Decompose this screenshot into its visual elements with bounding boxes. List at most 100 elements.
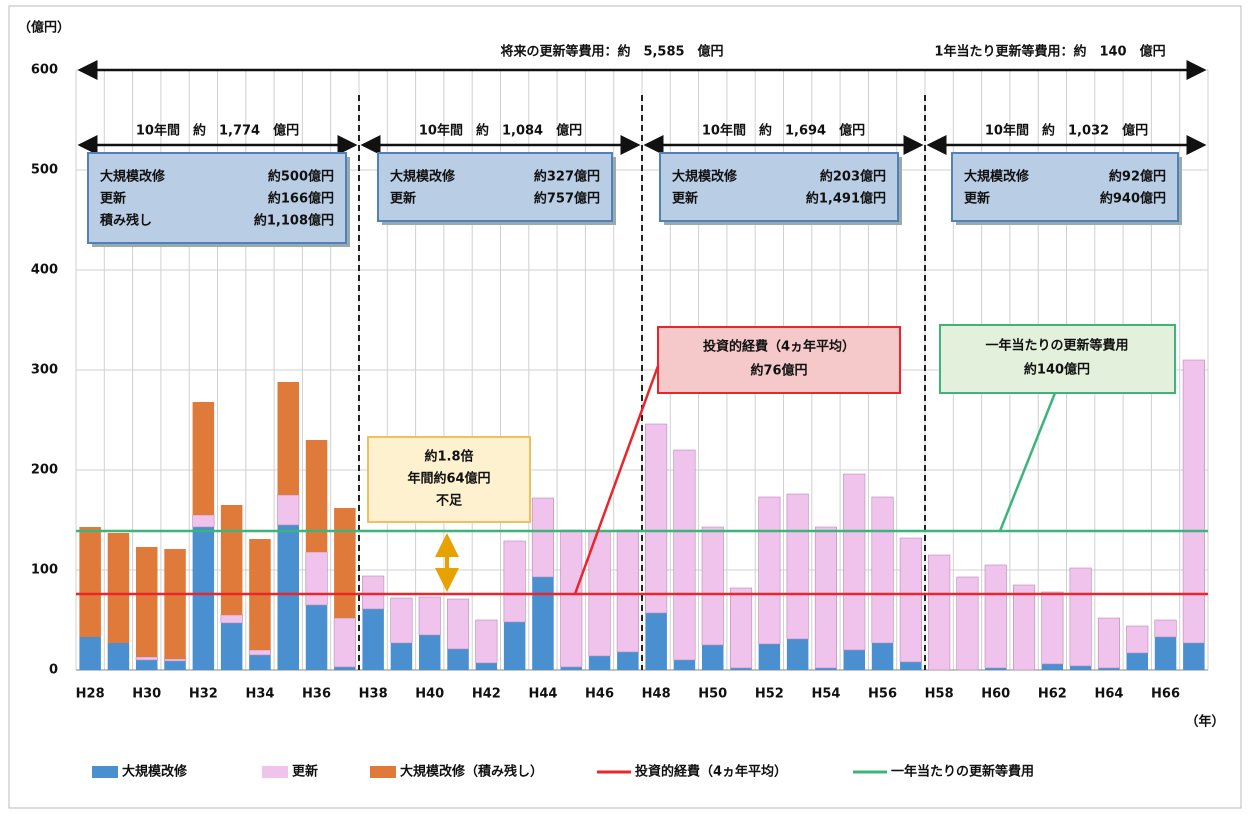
box-row-value: 約1,108億円 bbox=[254, 213, 334, 229]
decade-label: 10年間 約 1,032 億円 bbox=[985, 123, 1148, 139]
x-axis-label: （年） bbox=[1185, 714, 1224, 730]
gap-box bbox=[367, 436, 531, 523]
bar-segment bbox=[899, 537, 922, 663]
box-row-label: 大規模改修 bbox=[100, 169, 166, 185]
bar-segment bbox=[758, 496, 781, 645]
bar-segment bbox=[135, 660, 158, 670]
bar-segment bbox=[79, 637, 101, 670]
bar-segment bbox=[1097, 617, 1121, 669]
frame bbox=[8, 5, 1242, 809]
bar-segment bbox=[1126, 653, 1149, 670]
box-row-value: 約757億円 bbox=[534, 191, 600, 207]
invest-box bbox=[657, 326, 901, 394]
box-row-label: 積み残し bbox=[99, 213, 152, 229]
y-tick-label: 500 bbox=[31, 163, 58, 178]
x-tick-label: H50 bbox=[698, 687, 727, 702]
box-row-label: 更新 bbox=[672, 191, 698, 207]
decade-label: 10年間 約 1,694 億円 bbox=[702, 123, 865, 139]
bar-segment bbox=[418, 635, 441, 670]
bar-segment bbox=[1012, 584, 1036, 671]
bar-segment bbox=[1183, 643, 1205, 670]
annual-note: 約140億円 bbox=[1024, 362, 1090, 378]
bar-segment bbox=[447, 649, 469, 670]
bar-segment bbox=[871, 496, 894, 644]
x-tick-label: H44 bbox=[528, 687, 557, 702]
bar-segment bbox=[1154, 619, 1177, 638]
bar-segment bbox=[928, 554, 951, 671]
bar-segment bbox=[333, 617, 356, 668]
bar-segment bbox=[843, 473, 866, 651]
box-row-label: 更新 bbox=[964, 191, 990, 207]
decade-box bbox=[659, 152, 899, 222]
x-tick-label: H32 bbox=[189, 687, 218, 702]
x-tick-label: H40 bbox=[415, 687, 444, 702]
bar-segment bbox=[305, 440, 328, 552]
bar-segment bbox=[1126, 625, 1149, 654]
bar-segment bbox=[277, 494, 300, 526]
bar-segment bbox=[616, 529, 639, 653]
bar-segment bbox=[701, 645, 724, 670]
bar-segment bbox=[135, 547, 158, 657]
y-tick-label: 300 bbox=[31, 363, 58, 378]
x-tick-label: H66 bbox=[1151, 687, 1180, 702]
bar-segment bbox=[730, 668, 752, 670]
box-row-label: 大規模改修 bbox=[964, 169, 1030, 185]
bar-segment bbox=[814, 526, 838, 669]
bar-segment bbox=[956, 576, 979, 671]
bar-segment bbox=[503, 540, 526, 623]
bar-segment bbox=[503, 622, 526, 670]
annual-label: 1年当たり更新等費用：約 140 億円 bbox=[934, 44, 1165, 60]
bar-segment bbox=[475, 619, 498, 664]
gap-note: 約1.8倍 bbox=[424, 449, 473, 465]
decade-box bbox=[87, 152, 347, 244]
bar-segment bbox=[1154, 637, 1177, 670]
bar-segment bbox=[729, 587, 753, 669]
bar-segment bbox=[673, 660, 696, 670]
bar-segment bbox=[815, 668, 837, 670]
bar-segment bbox=[390, 643, 413, 670]
box-row-value: 約92億円 bbox=[1109, 169, 1166, 185]
x-tick-label: H60 bbox=[981, 687, 1010, 702]
annual-box bbox=[939, 324, 1176, 394]
x-tick-label: H42 bbox=[472, 687, 501, 702]
bar-segment bbox=[560, 667, 583, 670]
bar-segment bbox=[871, 643, 894, 670]
bar-segment bbox=[192, 514, 215, 528]
legend-swatch bbox=[370, 766, 396, 778]
bar-segment bbox=[249, 655, 271, 670]
box-row-value: 約940億円 bbox=[1100, 191, 1166, 207]
bar-segment bbox=[758, 644, 781, 670]
bar-segment bbox=[786, 493, 809, 640]
bar-segment bbox=[220, 623, 243, 670]
y-axis-label: （億円） bbox=[18, 20, 70, 36]
x-tick-label: H58 bbox=[925, 687, 954, 702]
legend-label: 投資的経費（4ヵ年平均） bbox=[635, 764, 787, 780]
decade-box bbox=[951, 152, 1179, 222]
bar-segment bbox=[673, 449, 696, 661]
bar-segment bbox=[362, 609, 384, 670]
legend-label: 一年当たりの更新等費用 bbox=[891, 764, 1034, 780]
bar-segment bbox=[984, 564, 1007, 669]
box-row-label: 更新 bbox=[390, 191, 416, 207]
bar-segment bbox=[531, 497, 555, 578]
bar-segment bbox=[390, 597, 413, 644]
y-tick-label: 400 bbox=[31, 263, 58, 278]
bar-segment bbox=[560, 529, 583, 668]
bar-segment bbox=[617, 652, 639, 670]
x-tick-label: H62 bbox=[1038, 687, 1067, 702]
bar-segment bbox=[984, 668, 1007, 670]
decade-box bbox=[377, 152, 613, 222]
bar-segment bbox=[418, 596, 441, 636]
bar-segment bbox=[277, 382, 300, 495]
box-row-value: 約166億円 bbox=[268, 191, 334, 207]
bar-segment bbox=[79, 527, 101, 637]
bar-segment bbox=[135, 656, 158, 661]
y-tick-label: 200 bbox=[31, 463, 58, 478]
bar-segment bbox=[305, 551, 328, 606]
bar-segment bbox=[1182, 359, 1205, 644]
bar-segment bbox=[163, 658, 187, 662]
bar-segment bbox=[248, 649, 272, 656]
bar-segment bbox=[1098, 668, 1120, 670]
bar-segment bbox=[532, 577, 554, 670]
